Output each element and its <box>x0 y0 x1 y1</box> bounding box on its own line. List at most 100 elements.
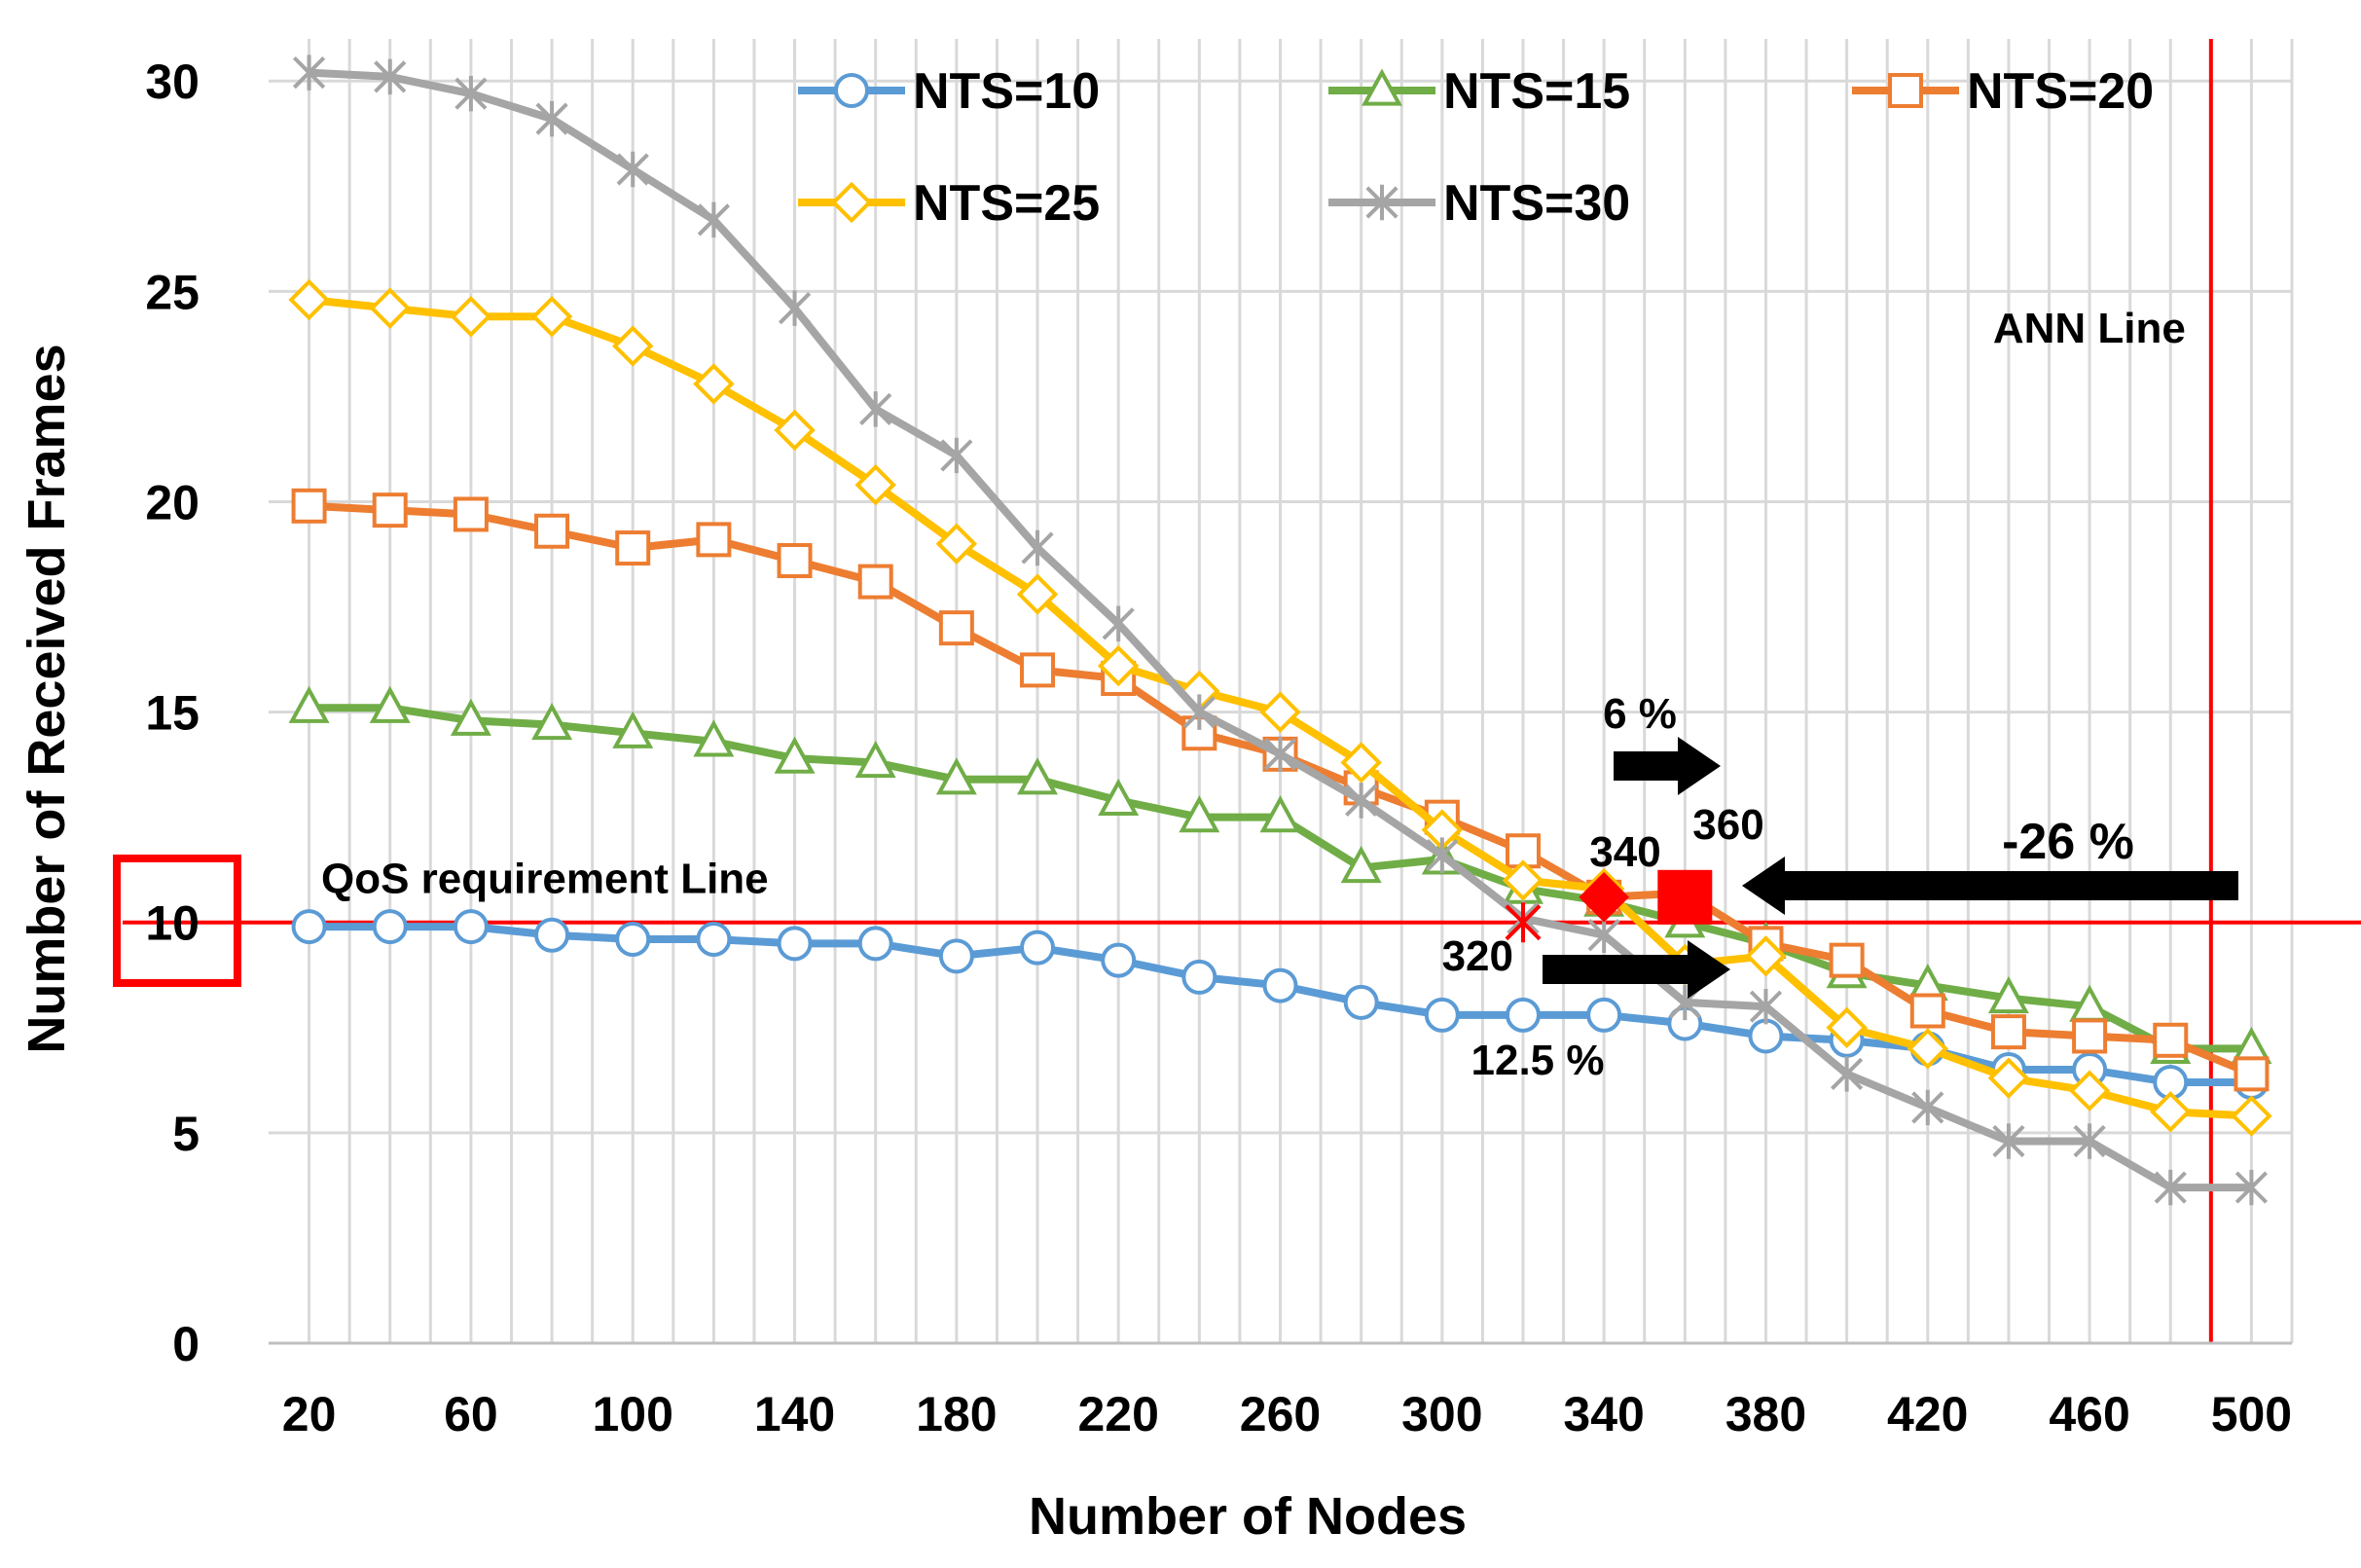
data-point <box>697 201 730 238</box>
x-tick-label: 340 <box>1563 1387 1644 1441</box>
data-point <box>615 922 651 958</box>
data-point <box>2234 1056 2270 1092</box>
legend-label: NTS=30 <box>1443 175 1630 232</box>
data-point <box>616 151 649 188</box>
data-point <box>372 492 408 529</box>
arrow-minus-26-pct <box>1742 857 2238 915</box>
data-point <box>288 278 330 321</box>
data-point <box>1179 795 1220 833</box>
data-point <box>1911 1089 1944 1126</box>
data-point <box>1343 984 1379 1020</box>
ann-line-label: ANN Line <box>1993 305 2186 352</box>
data-point <box>938 938 974 974</box>
x-tick-label: 140 <box>754 1387 835 1441</box>
x-axis-title: Number of Nodes <box>1029 1487 1467 1546</box>
x-tick-label: 380 <box>1725 1387 1806 1441</box>
data-point <box>1098 778 1140 816</box>
y-axis-title: Number of Received Frames <box>18 344 76 1053</box>
data-point <box>940 437 973 474</box>
annotation-6-pct: 6 % <box>1603 690 1677 738</box>
legend-item-nts-25: NTS=25 <box>798 175 1100 232</box>
data-point <box>938 610 974 646</box>
annotation-12-5-pct: 12.5 % <box>1471 1037 1605 1084</box>
data-point <box>535 100 568 137</box>
label-360: 360 <box>1692 801 1763 849</box>
x-tick-label: 60 <box>444 1387 498 1441</box>
data-point <box>857 926 893 962</box>
legend-item-nts-15: NTS=15 <box>1328 63 1630 120</box>
data-point <box>450 296 492 338</box>
data-point <box>1262 967 1298 1003</box>
x-tick-label: 460 <box>2049 1387 2129 1441</box>
data-point <box>450 698 491 736</box>
data-point <box>615 530 651 566</box>
legend-marker <box>1365 184 1398 221</box>
data-point <box>1097 644 1140 687</box>
data-point <box>1587 917 1620 953</box>
data-point <box>288 685 330 723</box>
data-point <box>2234 1169 2269 1206</box>
data-point <box>1829 942 1865 978</box>
data-point <box>534 917 570 953</box>
data-point <box>1502 859 1544 901</box>
series-layer <box>288 55 2272 1206</box>
data-point <box>1259 795 1301 833</box>
data-point <box>1181 959 1217 995</box>
annotation-minus-26-pct: -26 % <box>2002 814 2134 870</box>
label-340: 340 <box>1589 828 1660 876</box>
data-point <box>530 296 573 338</box>
data-point <box>2150 1091 2192 1133</box>
legend-marker <box>830 181 873 224</box>
y-tick-label: 20 <box>145 475 200 529</box>
data-point <box>1909 993 1945 1029</box>
x-tick-label: 20 <box>282 1387 337 1441</box>
data-point <box>1016 573 1059 615</box>
data-point <box>1992 1123 2025 1159</box>
data-point <box>693 363 735 405</box>
legend-marker <box>1888 73 1923 108</box>
legend-marker <box>834 73 869 108</box>
data-point <box>291 909 327 945</box>
data-point <box>369 685 411 723</box>
data-point <box>1340 742 1382 784</box>
qos-requirement-label: QoS requirement Line <box>321 856 769 903</box>
data-point <box>1907 1028 1949 1070</box>
data-point <box>778 290 812 326</box>
data-point <box>774 409 816 452</box>
data-point <box>2154 1169 2187 1206</box>
y-tick-label: 15 <box>145 686 200 741</box>
data-point <box>612 711 654 748</box>
data-point <box>374 58 407 95</box>
x-tick-label: 100 <box>593 1387 673 1441</box>
series-nts-25 <box>288 278 2272 1137</box>
y-tick-label: 10 <box>145 896 200 951</box>
legend-marker <box>1362 68 1402 106</box>
data-point <box>453 496 489 532</box>
data-point <box>1345 783 1378 819</box>
data-point <box>854 740 896 779</box>
data-point <box>1020 652 1056 688</box>
label-320: 320 <box>1442 932 1513 980</box>
x-tick-label: 220 <box>1077 1387 1158 1441</box>
data-point <box>935 523 978 565</box>
x-tick-label: 260 <box>1240 1387 1321 1441</box>
y-tick-label: 0 <box>172 1317 200 1371</box>
data-point <box>1102 605 1135 642</box>
data-point <box>372 909 408 945</box>
data-point <box>1021 529 1054 566</box>
data-point <box>1748 1018 1784 1054</box>
annotation-layer: 320 340 360 6 % 12.5 % -26 % <box>1442 690 2238 1084</box>
y-tick-label: 25 <box>145 265 200 319</box>
legend-item-nts-10: NTS=10 <box>798 63 1100 120</box>
data-point <box>2231 1095 2272 1137</box>
x-tick-label: 180 <box>916 1387 997 1441</box>
qos-highlight-box <box>113 855 241 987</box>
data-point <box>935 757 977 795</box>
legend-label: NTS=25 <box>913 175 1100 232</box>
data-point <box>1424 997 1460 1033</box>
data-point <box>777 926 813 962</box>
arrow-6-pct <box>1614 737 1721 795</box>
data-point <box>696 922 732 958</box>
y-tick-label: 30 <box>145 55 200 109</box>
data-point <box>611 325 654 367</box>
